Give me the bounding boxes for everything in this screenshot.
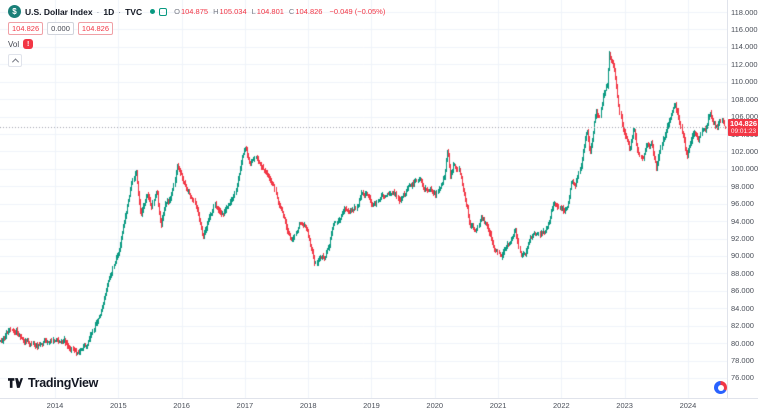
price-tick-label: 118.000: [731, 7, 758, 17]
price-tick-label: 116.000: [731, 24, 758, 34]
price-tick-label: 88.000: [731, 268, 754, 278]
open-label: O: [174, 7, 180, 16]
time-tick-label: 2017: [236, 401, 254, 410]
price-tick-label: 96.000: [731, 199, 754, 209]
title-separator: ·: [118, 6, 122, 17]
open-value: 104.875: [180, 7, 209, 16]
candlestick-chart-canvas[interactable]: [0, 0, 727, 398]
price-tick-label: 78.000: [731, 356, 754, 366]
time-tick-label: 2020: [426, 401, 444, 410]
tradingview-logo-text: TradingView: [28, 376, 99, 390]
time-tick-label: 2022: [553, 401, 570, 410]
symbol-row: $ U.S. Dollar Index · 1D · TVC O 104.875 …: [8, 5, 385, 18]
price-tick-label: 106.000: [731, 112, 758, 122]
time-tick-label: 2018: [299, 401, 317, 410]
ohlc-readout: O 104.875 H 105.034 L 104.801 C 104.826 −0.0…: [174, 7, 385, 16]
volume-error-icon[interactable]: !: [23, 39, 34, 49]
price-tick-label: 76.000: [731, 373, 754, 383]
price-axis[interactable]: 118.000 116.000 114.000 112.000 110.000 108.0…: [727, 0, 758, 398]
time-tick-label: 2019: [363, 401, 380, 410]
symbol-logo-icon[interactable]: $: [8, 5, 21, 18]
volume-indicator-row: Vol !: [8, 39, 34, 49]
indicator-value-box: 104.826: [77, 22, 114, 35]
market-status-dot-icon: [150, 9, 156, 14]
title-separator: ·: [96, 6, 100, 17]
price-tick-label: 108.000: [731, 94, 758, 104]
interval-label[interactable]: 1D: [103, 6, 115, 17]
price-tick-label: 112.000: [731, 59, 758, 69]
close-value: 104.826: [295, 7, 323, 16]
price-tick-label: 102.000: [731, 146, 758, 156]
tradingview-logo[interactable]: TradingView: [8, 376, 98, 390]
price-tick-label: 98.000: [731, 181, 754, 191]
high-value: 105.034: [219, 7, 247, 16]
time-tick-label: 2023: [616, 401, 633, 410]
last-price-badge: 104.826 09:01:23: [728, 119, 758, 136]
time-tick-label: 2024: [679, 401, 697, 410]
close-label: C: [288, 7, 295, 16]
price-tick-label: 82.000: [731, 321, 754, 331]
bar-close-countdown: 09:01:23: [730, 128, 757, 135]
chevron-up-icon: [11, 58, 19, 66]
chart-plot-area[interactable]: $ U.S. Dollar Index · 1D · TVC O 104.875 …: [0, 0, 727, 398]
price-tick-label: 90.000: [731, 251, 754, 261]
high-label: H: [213, 7, 219, 16]
last-price-value: 104.826: [729, 119, 758, 128]
price-tick-label: 114.000: [731, 42, 758, 52]
low-label: L: [251, 7, 256, 16]
tradingview-logo-icon: [8, 378, 23, 388]
time-tick-label: 2021: [489, 401, 507, 410]
chart-legend: $ U.S. Dollar Index · 1D · TVC O 104.875 …: [8, 5, 385, 67]
price-tick-label: 92.000: [731, 234, 754, 244]
price-tick-label: 80.000: [731, 338, 754, 348]
indicator-value-box: 104.826: [8, 22, 44, 35]
chart-type-icon: [159, 7, 168, 16]
change-value: −0.049 (−0.05%): [329, 7, 386, 16]
indicator-values-row: 104.826 0.000 104.826: [8, 22, 114, 35]
market-status-donut-icon[interactable]: [714, 381, 727, 394]
indicator-value-box: 0.000: [47, 22, 74, 35]
volume-label[interactable]: Vol: [8, 39, 20, 49]
price-tick-label: 110.000: [731, 77, 758, 87]
price-tick-label: 84.000: [731, 303, 754, 313]
legend-collapse-button[interactable]: [8, 54, 22, 67]
time-axis[interactable]: 2014 2015 2016 2017 2018 2019 2020 2021 2022 2023…: [0, 398, 758, 411]
exchange-label[interactable]: TVC: [125, 6, 143, 17]
time-tick-label: 2016: [173, 401, 190, 410]
price-tick-label: 100.000: [731, 164, 758, 174]
price-tick-label: 94.000: [731, 216, 754, 226]
time-tick-label: 2015: [109, 401, 127, 410]
time-tick-label: 2014: [46, 401, 64, 410]
price-tick-label: 86.000: [731, 286, 754, 296]
symbol-title[interactable]: U.S. Dollar Index: [25, 6, 93, 17]
low-value: 104.801: [256, 7, 284, 16]
